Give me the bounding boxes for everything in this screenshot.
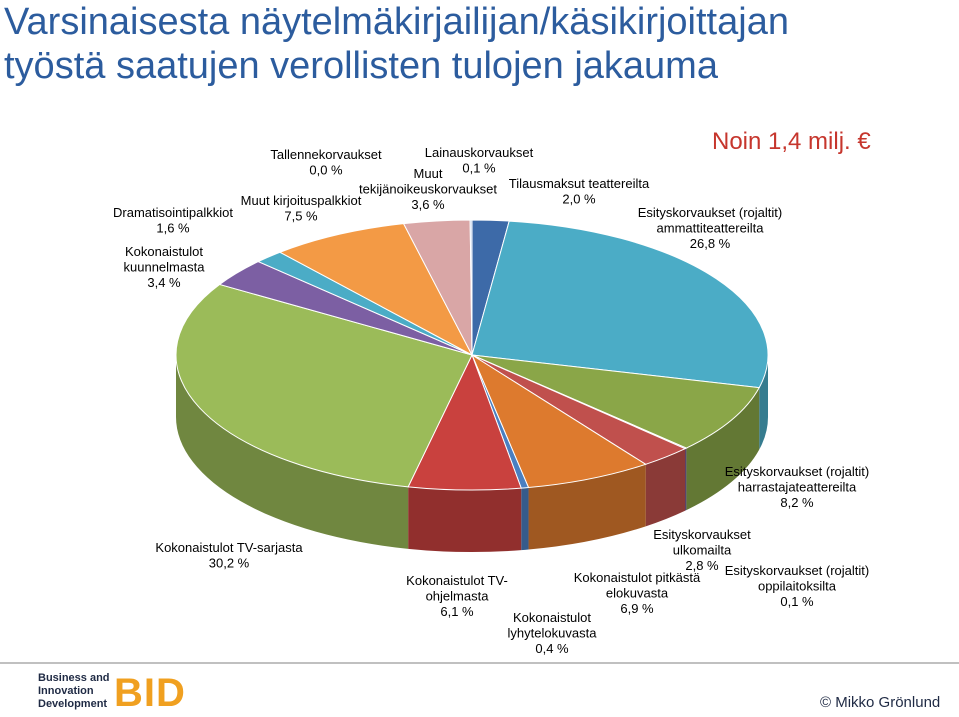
slice-name-label: Kokonaistulot TV-sarjasta xyxy=(155,540,303,555)
slice-name-label: ammattiteattereilta xyxy=(657,221,765,236)
logo-line: Innovation xyxy=(38,685,94,697)
slice-value-label: 3,4 % xyxy=(147,275,181,290)
slice-2 xyxy=(471,354,761,449)
slice-value-label: 1,6 % xyxy=(156,221,190,236)
chart-title-line-1: Varsinaisesta näytelmäkirjailijan/käsiki… xyxy=(4,1,789,43)
slice-label-3: Esityskorvaukset (rojaltit) oppilaitoksil… xyxy=(725,563,869,609)
slice-value-label: 2,8 % xyxy=(685,558,719,573)
slice-labels: Tilausmaksut teattereilta 2,0 %Esityskorv… xyxy=(113,145,869,656)
slice-side-2 xyxy=(686,387,760,511)
slice-name-label: oppilaitoksilta xyxy=(758,579,837,594)
chart-title-line-2: työstä saatujen verollisten tulojen jaka… xyxy=(4,45,718,87)
slice-name-label: harrastajateattereilta xyxy=(738,480,857,495)
slice-value-label: 6,1 % xyxy=(440,604,474,619)
copyright-text: © Mikko Grönlund xyxy=(820,694,941,711)
slice-name-label: Esityskorvaukset (rojaltit) xyxy=(725,464,869,479)
slice-side-5 xyxy=(528,464,646,550)
slice-value-label: 3,6 % xyxy=(411,197,445,212)
slice-name-label: Kokonaistulot TV- xyxy=(406,573,508,588)
slice-name-label: Esityskorvaukset xyxy=(653,527,751,542)
logo-line: Development xyxy=(38,698,108,710)
slice-name-label: Lainauskorvaukset xyxy=(425,145,534,160)
slice-label-9: Kokonaistulot kuunnelmasta 3,4 % xyxy=(124,244,206,290)
slice-name-label: elokuvasta xyxy=(606,586,669,601)
slice-side-1 xyxy=(759,355,768,450)
slice-name-label: Tilausmaksut teattereilta xyxy=(509,176,650,191)
slice-name-label: Kokonaistulot pitkästä xyxy=(574,570,701,585)
slice-value-label: 6,9 % xyxy=(620,601,654,616)
slice-label-0: Tilausmaksut teattereilta 2,0 % xyxy=(509,176,650,207)
slice-name-label: ohjelmasta xyxy=(426,589,490,604)
slice-value-label: 2,0 % xyxy=(562,192,596,207)
slice-side-6 xyxy=(521,487,529,551)
slice-label-2: Esityskorvaukset (rojaltit) harrastajatea… xyxy=(725,464,869,510)
slice-name-label: Muut xyxy=(414,166,443,181)
logo-text: Business and Innovation Development xyxy=(38,672,110,711)
footer-divider xyxy=(0,662,959,664)
slice-value-label: 0,1 % xyxy=(462,161,496,176)
slice-label-13: Tallennekorvaukset 0,0 % xyxy=(270,147,382,178)
slice-name-label: Tallennekorvaukset xyxy=(270,147,382,162)
slice-label-11: Muut kirjoituspalkkiot 7,5 % xyxy=(241,193,362,224)
slice-14 xyxy=(469,219,473,356)
slice-label-6: Kokonaistulot lyhytelokuvasta 0,4 % xyxy=(508,610,598,656)
chart-subtitle: Noin 1,4 milj. € xyxy=(712,128,871,155)
slice-value-label: 7,5 % xyxy=(284,209,318,224)
slice-label-4: Esityskorvaukset ulkomailta 2,8 % xyxy=(653,527,751,573)
slice-11 xyxy=(278,223,474,357)
slice-5 xyxy=(470,353,647,489)
slice-name-label: ulkomailta xyxy=(673,543,732,558)
bid-logo: Business and Innovation Development BID xyxy=(38,672,198,716)
slice-value-label: 0,4 % xyxy=(535,641,569,656)
slice-8 xyxy=(175,283,473,488)
slice-label-7: Kokonaistulot TV-ohjelmasta 6,1 % xyxy=(406,573,508,619)
slice-label-10: Dramatisointipalkkiot 1,6 % xyxy=(113,205,233,236)
slice-value-label: 0,1 % xyxy=(780,594,814,609)
slice-value-label: 30,2 % xyxy=(209,556,250,571)
slice-side-7 xyxy=(408,486,522,552)
slice-value-label: 26,8 % xyxy=(690,236,731,251)
slice-name-label: Esityskorvaukset (rojaltit) xyxy=(725,563,869,578)
slice-label-8: Kokonaistulot TV-sarjasta 30,2 % xyxy=(155,540,303,571)
slice-value-label: 8,2 % xyxy=(780,495,814,510)
slice-label-12: Muut tekijänoikeuskorvaukset 3,6 % xyxy=(359,166,497,212)
slice-name-label: tekijänoikeuskorvaukset xyxy=(359,182,497,197)
slice-1 xyxy=(471,220,769,389)
slice-label-14: Lainauskorvaukset 0,1 % xyxy=(425,145,534,176)
slice-name-label: Muut kirjoituspalkkiot xyxy=(241,193,362,208)
logo-mark: BID xyxy=(114,671,186,715)
slice-label-1: Esityskorvaukset (rojaltit) ammattiteatte… xyxy=(638,205,782,251)
logo-line: Business and xyxy=(38,672,110,684)
slice-side-8 xyxy=(176,355,409,549)
slice-name-label: Kokonaistulot xyxy=(513,610,591,625)
slice-name-label: lyhytelokuvasta xyxy=(508,626,598,641)
slice-label-5: Kokonaistulot pitkästä elokuvasta 6,9 % xyxy=(574,570,701,616)
slice-name-label: kuunnelmasta xyxy=(124,260,206,275)
slice-value-label: 0,0 % xyxy=(309,163,343,178)
slice-side-3 xyxy=(685,448,687,511)
slice-name-label: Dramatisointipalkkiot xyxy=(113,205,233,220)
pie-sides xyxy=(176,355,768,552)
chart-title: Varsinaisesta näytelmäkirjailijan/käsiki… xyxy=(4,0,954,88)
slice-name-label: Esityskorvaukset (rojaltit) xyxy=(638,205,782,220)
slice-side-4 xyxy=(645,448,686,527)
slice-name-label: Kokonaistulot xyxy=(125,244,203,259)
pie-slices xyxy=(175,219,769,491)
